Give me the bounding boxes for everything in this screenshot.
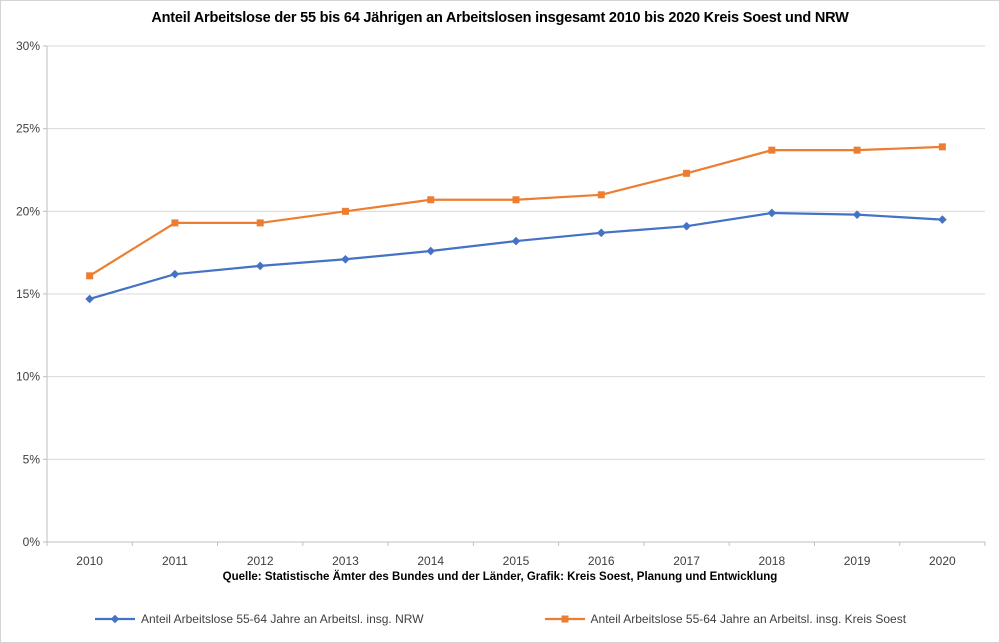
data-point: [171, 219, 179, 227]
y-tick-label: 20%: [16, 204, 40, 218]
nrw-line-marker-icon: [94, 614, 135, 624]
y-tick-label: 30%: [16, 39, 40, 53]
data-point: [170, 269, 180, 279]
data-point: [597, 191, 605, 199]
data-point: [85, 294, 94, 304]
data-point: [683, 169, 691, 177]
data-point: [341, 207, 349, 215]
data-point: [682, 221, 691, 231]
data-point: [768, 146, 776, 154]
data-point: [512, 196, 520, 204]
kreis-soest-line-marker-icon: [544, 615, 585, 623]
legend-marker: [110, 614, 120, 624]
x-tick-label: 2012: [247, 554, 274, 568]
x-tick-label: 2017: [673, 554, 700, 568]
y-tick-label: 25%: [16, 122, 40, 136]
data-point: [256, 219, 264, 227]
x-tick-label: 2010: [76, 554, 103, 568]
x-tick-label: 2011: [162, 554, 188, 568]
data-point: [852, 210, 862, 219]
y-tick-label: 0%: [23, 535, 41, 549]
data-point: [255, 261, 265, 271]
chart-legend: Anteil Arbeitslose 55-64 Jahre an Arbeit…: [1, 612, 999, 626]
x-tick-label: 2018: [758, 554, 785, 568]
legend-item-kreis-soest: Anteil Arbeitslose 55-64 Jahre an Arbeit…: [544, 612, 907, 626]
data-point: [853, 146, 861, 154]
legend-item-nrw: Anteil Arbeitslose 55-64 Jahre an Arbeit…: [94, 612, 424, 626]
data-point: [767, 208, 777, 218]
data-point: [938, 143, 946, 151]
legend-marker: [561, 615, 569, 623]
x-tick-label: 2016: [588, 554, 615, 568]
data-point: [596, 228, 606, 238]
x-tick-label: 2013: [332, 554, 359, 568]
data-point: [426, 246, 436, 256]
legend-label-kreis-soest: Anteil Arbeitslose 55-64 Jahre an Arbeit…: [590, 612, 907, 626]
x-tick-label: 2014: [417, 554, 444, 568]
data-point: [938, 215, 947, 224]
x-tick-label: 2015: [503, 554, 530, 568]
y-tick-label: 15%: [16, 287, 40, 301]
data-point: [86, 272, 94, 280]
source-note: Quelle: Statistische Ämter des Bundes un…: [222, 571, 778, 583]
data-point: [427, 196, 435, 204]
chart-title: Anteil Arbeitslose der 55 bis 64 Jährige…: [151, 10, 849, 26]
y-tick-label: 5%: [23, 452, 41, 466]
legend-label-nrw: Anteil Arbeitslose 55-64 Jahre an Arbeit…: [140, 612, 424, 626]
y-tick-label: 10%: [16, 370, 40, 384]
x-tick-label: 2020: [929, 554, 956, 568]
x-tick-label: 2019: [844, 554, 871, 568]
data-point: [511, 236, 521, 246]
series-line-nrw: [88, 211, 944, 301]
data-point: [341, 254, 350, 264]
